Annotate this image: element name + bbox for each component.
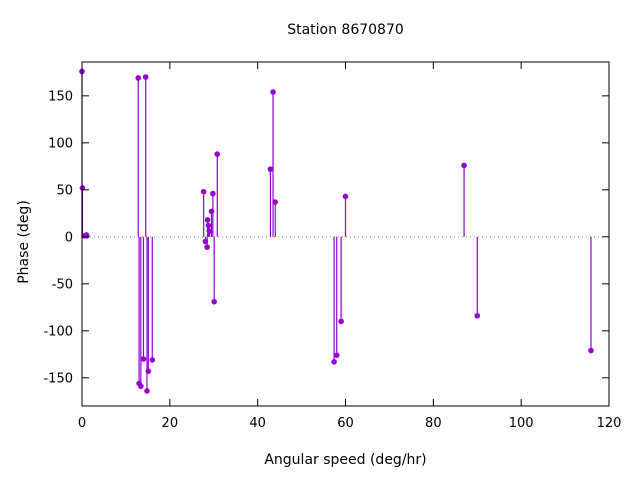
x-tick-label: 100 xyxy=(509,416,534,431)
data-point xyxy=(461,162,467,169)
x-tick-label: 120 xyxy=(597,416,622,431)
data-point xyxy=(149,357,156,363)
data-point xyxy=(200,188,207,195)
data-point xyxy=(140,356,147,362)
data-point xyxy=(135,75,142,81)
y-axis-label: Phase (deg) xyxy=(16,200,32,284)
data-point xyxy=(138,383,144,390)
x-tick-label: 40 xyxy=(249,416,266,431)
data-point xyxy=(270,89,276,95)
y-tick-label: -100 xyxy=(43,324,73,339)
data-point xyxy=(205,222,212,229)
chart-title: Station 8670870 xyxy=(287,22,404,38)
data-point xyxy=(84,233,90,239)
data-point xyxy=(144,388,150,394)
data-point xyxy=(210,190,216,197)
data-point xyxy=(588,347,594,354)
y-tick-label: 100 xyxy=(48,136,73,151)
x-tick-label: 20 xyxy=(162,416,179,431)
data-point xyxy=(208,208,215,215)
y-tick-label: -50 xyxy=(52,277,73,292)
y-tick-label: 150 xyxy=(48,89,73,104)
x-axis-label: Angular speed (deg/hr) xyxy=(264,452,427,468)
data-point xyxy=(267,166,274,172)
x-tick-label: 60 xyxy=(337,416,354,431)
data-point xyxy=(338,318,344,325)
y-tick-label: 0 xyxy=(65,230,73,245)
data-point xyxy=(206,228,213,234)
data-point xyxy=(272,199,279,205)
data-point xyxy=(342,193,349,200)
data-point xyxy=(145,368,152,375)
data-point xyxy=(204,217,211,223)
y-tick-label: -150 xyxy=(43,371,73,386)
data-point xyxy=(214,151,221,157)
data-point xyxy=(333,352,340,359)
y-tick-label: 50 xyxy=(56,183,73,198)
x-tick-label: 80 xyxy=(425,416,442,431)
data-point xyxy=(204,244,210,250)
data-point xyxy=(331,359,337,365)
data-point xyxy=(211,298,217,305)
data-point xyxy=(474,312,481,319)
data-point xyxy=(142,74,149,80)
x-tick-label: 0 xyxy=(78,416,86,431)
